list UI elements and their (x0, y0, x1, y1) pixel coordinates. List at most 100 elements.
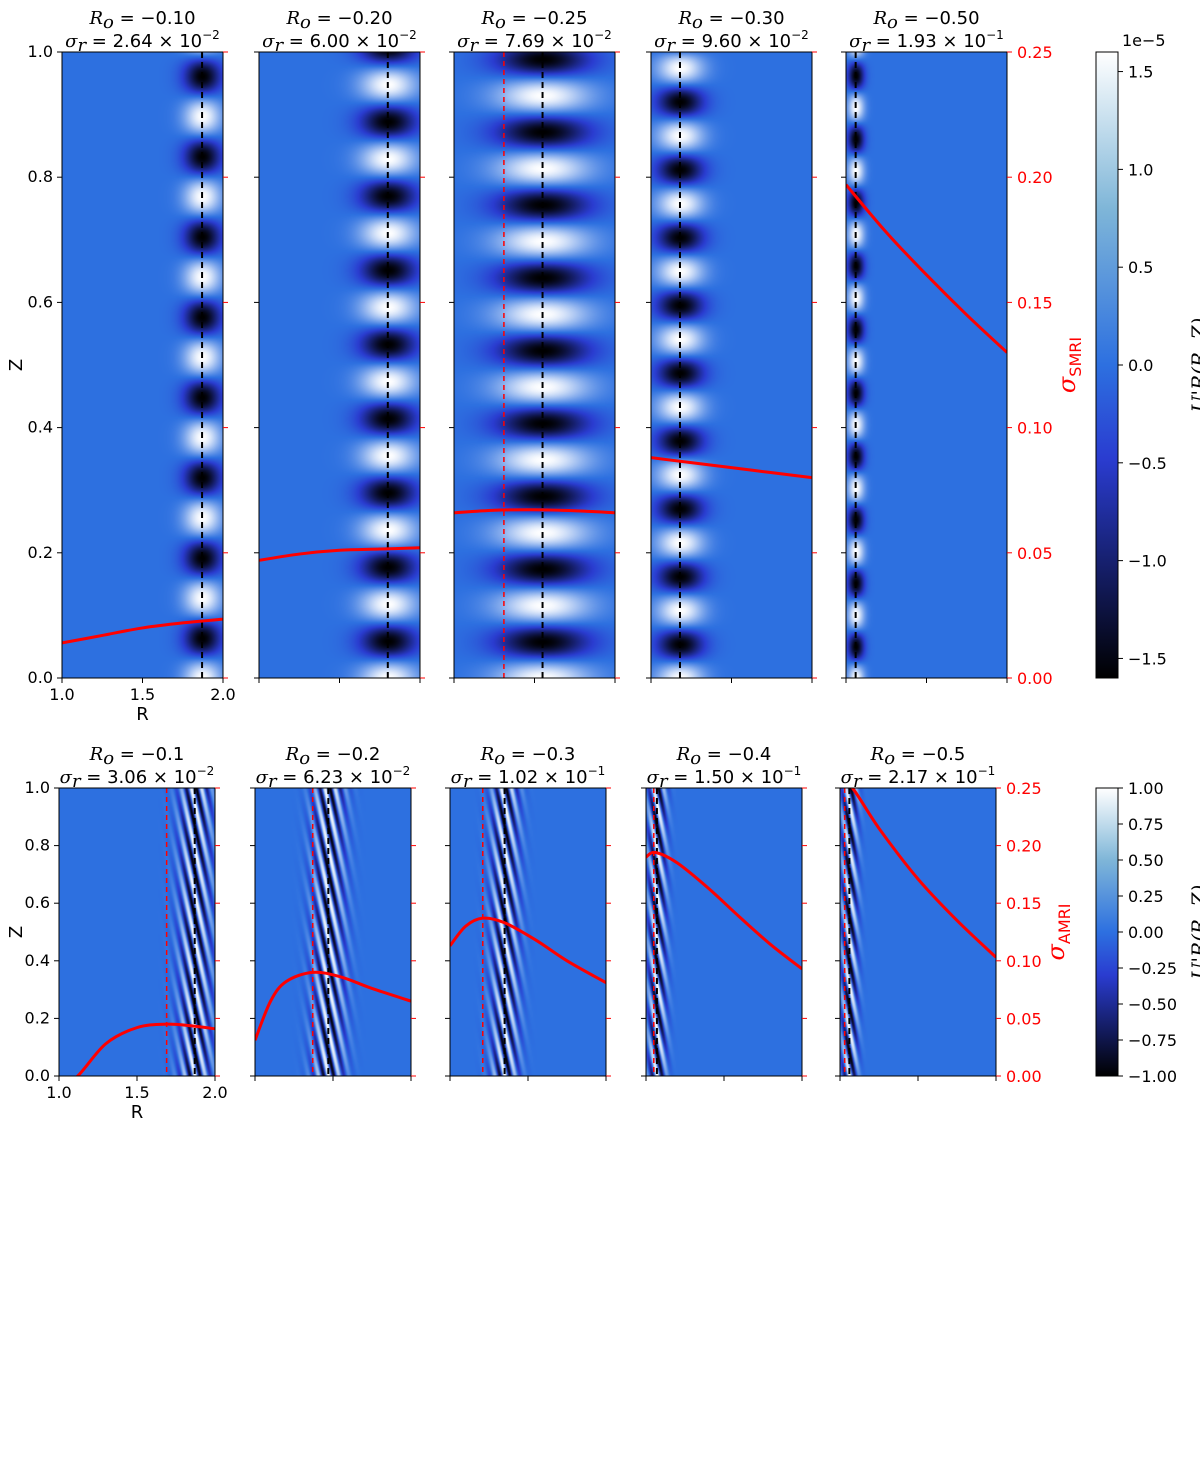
panel-title-ro: Ro = −0.25 (480, 8, 587, 33)
right-axis-tick-label: 0.05 (1006, 1009, 1042, 1028)
panel-2-4: Ro = −0.4σr = 1.50 × 10−1 (641, 744, 807, 1081)
y-tick-label: 0.8 (28, 167, 53, 186)
panel-title-ro: Ro = −0.10 (88, 8, 195, 33)
panel-title-ro: Ro = −0.50 (872, 8, 979, 33)
eigenmode-heatmap (62, 52, 223, 678)
x-tick-label: 2.0 (202, 1083, 227, 1102)
panel-1-1: 0.0 0.2 0.4 0.6 0.8 1.0 1.0 1.5 2.0 R Z Ro = −0.10σ… (6, 8, 236, 725)
eigenmode-heatmap (846, 52, 1007, 678)
sigma-growth-curve (651, 456, 812, 480)
colorbar-exponent: 1e−5 (1122, 31, 1166, 50)
y-tick-label: 1.0 (28, 42, 53, 61)
x-axis-label: R (131, 1102, 144, 1123)
colorbar-tick-label: 0.75 (1128, 815, 1164, 834)
sigma-growth-curve (454, 508, 615, 515)
eigenmode-heatmap (840, 788, 996, 1076)
y-tick-label: 0.8 (25, 836, 50, 855)
sigma-growth-curve (75, 1022, 215, 1076)
colorbar-tick-label: −0.5 (1128, 454, 1167, 473)
colorbar-scale (1095, 51, 1119, 679)
panel-title-sigma: σr = 6.23 × 10−2 (256, 764, 411, 792)
y-tick-label: 0.0 (28, 668, 53, 687)
sigma-growth-curve (255, 970, 411, 1041)
panel-title-sigma: σr = 9.60 × 10−2 (654, 28, 809, 56)
y-tick-label: 0.2 (28, 543, 53, 562)
colorbar-tick-label: −0.75 (1128, 1031, 1177, 1050)
panel-title-sigma: σr = 1.50 × 10−1 (647, 764, 802, 792)
eigenmode-heatmap (59, 788, 215, 1076)
panel-title-ro: Ro = −0.5 (870, 744, 966, 769)
right-axis-tick-label: 0.00 (1017, 669, 1053, 688)
right-axis-tick-label: 0.15 (1017, 293, 1053, 312)
sigma-growth-curve (450, 916, 606, 984)
y-axis-label: Z (6, 359, 27, 371)
y-axis-label: Z (6, 926, 27, 938)
sigma-growth-curve (846, 183, 1007, 354)
colorbar-tick-label: −0.25 (1128, 959, 1177, 978)
colorbar-tick-label: −1.0 (1128, 552, 1167, 571)
sigma-growth-curve (646, 850, 802, 971)
right-axis-tick-label: 0.15 (1006, 894, 1042, 913)
x-tick-label: 1.0 (49, 685, 74, 704)
y-tick-label: 0.2 (25, 1008, 50, 1027)
colorbar-label: U'R(R, Z) (1187, 318, 1200, 413)
eigenmode-heatmap (651, 52, 812, 678)
panel-title-ro: Ro = −0.4 (676, 744, 772, 769)
colorbar-tick-label: 0.5 (1128, 258, 1153, 277)
y-tick-label: 0.4 (28, 418, 53, 437)
sigma-growth-curve (259, 546, 420, 562)
panel-title-sigma: σr = 7.69 × 10−2 (457, 28, 612, 56)
right-axis-label: σAMRI (1042, 904, 1074, 961)
colorbar-tick-label: 1.5 (1128, 63, 1153, 82)
panel-title-sigma: σr = 2.17 × 10−1 (841, 764, 996, 792)
colorbar-scale (1095, 787, 1119, 1077)
colorbar-label: U'R(R, Z) (1187, 885, 1200, 980)
panel-title-sigma: σr = 1.93 × 10−1 (849, 28, 1004, 56)
panel-title-ro: Ro = −0.2 (285, 744, 381, 769)
panel-2-5: 0.00 0.05 0.10 0.15 0.20 0.25 σAMRI Ro = −0.5σr… (835, 744, 1074, 1086)
y-tick-label: 0.6 (28, 292, 53, 311)
right-axis-tick-label: 0.20 (1006, 837, 1042, 856)
x-tick-label: 1.0 (46, 1083, 71, 1102)
panel-2-1: 0.0 0.2 0.4 0.6 0.8 1.0 1.0 1.5 2.0 R Z Ro = −0.1σr… (6, 744, 228, 1123)
right-axis-tick-label: 0.25 (1017, 43, 1053, 62)
panel-2-2: Ro = −0.2σr = 6.23 × 10−2 (250, 744, 416, 1081)
colorbar-tick-label: −0.50 (1128, 995, 1177, 1014)
colorbar-tick-label: −1.5 (1128, 649, 1167, 668)
right-axis-tick-label: 0.20 (1017, 168, 1053, 187)
panel-2-3: Ro = −0.3σr = 1.02 × 10−1 (445, 744, 611, 1081)
panel-title-sigma: σr = 1.02 × 10−1 (451, 764, 606, 792)
panel-title-sigma: σr = 2.64 × 10−2 (65, 28, 220, 56)
panel-title-sigma: σr = 6.00 × 10−2 (262, 28, 417, 56)
right-axis-tick-label: 0.00 (1006, 1067, 1042, 1086)
colorbar-tick-label: 0.00 (1128, 923, 1164, 942)
right-axis-tick-label: 0.10 (1006, 952, 1042, 971)
sigma-growth-curve (62, 617, 223, 645)
eigenmode-heatmap (259, 52, 420, 678)
y-tick-label: 1.0 (25, 778, 50, 797)
colorbar-2: 1.00 0.75 0.50 0.25 0.00 −0.25 −0.50 −0.75 −1.00… (1095, 779, 1200, 1086)
sigma-growth-curve (850, 788, 996, 959)
right-axis-tick-label: 0.10 (1017, 419, 1053, 438)
panel-title-ro: Ro = −0.3 (480, 744, 576, 769)
colorbar-tick-label: 1.0 (1128, 160, 1153, 179)
right-axis-tick-label: 0.05 (1017, 544, 1053, 563)
colorbar-tick-label: 1.00 (1128, 779, 1164, 798)
panel-title-sigma: σr = 3.06 × 10−2 (60, 764, 215, 792)
colorbar-tick-label: 0.50 (1128, 851, 1164, 870)
y-tick-label: 0.0 (25, 1066, 50, 1085)
x-tick-label: 1.5 (124, 1083, 149, 1102)
eigenmode-heatmap (255, 788, 411, 1076)
right-axis-tick-label: 0.25 (1006, 779, 1042, 798)
eigenmode-heatmap (450, 788, 606, 1076)
eigenmode-heatmap (454, 52, 615, 678)
x-tick-label: 1.5 (130, 685, 155, 704)
colorbar-tick-label: −1.00 (1128, 1067, 1177, 1086)
